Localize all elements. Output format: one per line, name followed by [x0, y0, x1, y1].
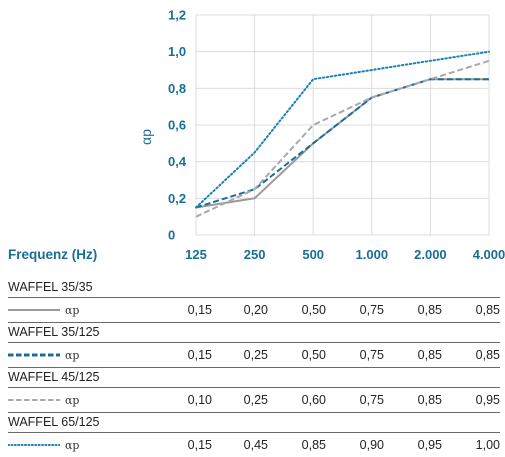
alpha-p-symbol: αp	[65, 438, 80, 452]
legend-item: αp	[8, 343, 79, 367]
table-cell: 0,85	[475, 348, 500, 362]
legend-item: αp	[8, 298, 79, 322]
x-tick-label: 2.000	[414, 247, 447, 262]
series-line-1	[195, 78, 489, 209]
table-cell: 0,15	[187, 303, 212, 317]
table-cell: 0,95	[417, 438, 442, 452]
y-axis-ticks: 0 0,2 0,4 0,6 0,8 1,0 1,2	[168, 8, 187, 243]
table-row: αp 0,15 0,25 0,50 0,75 0,85 0,85	[8, 343, 500, 368]
legend-line-swatch	[8, 399, 60, 401]
table-cell: 0,85	[417, 303, 442, 317]
y-tick-label: 0,6	[168, 118, 186, 133]
y-tick-label: 0,8	[168, 81, 186, 96]
table-cell: 0,90	[359, 438, 384, 452]
table-cell: 1,00	[475, 438, 500, 452]
absorption-chart: 0 0,2 0,4 0,6 0,8 1,0 1,2 125 250 500 1.000 2.000 4…	[8, 8, 505, 263]
table-cell: 0,45	[243, 438, 268, 452]
table-row: αp 0,15 0,20 0,50 0,75 0,85 0,85	[8, 298, 500, 323]
table-cell: 0,15	[187, 348, 212, 362]
table-cell: 0,85	[301, 438, 326, 452]
table-row: αp 0,10 0,25 0,60 0,75 0,85 0,95	[8, 388, 500, 413]
legend-line-swatch	[8, 444, 60, 446]
table-group-title: WAFFEL 35/35	[8, 278, 500, 298]
x-axis-ticks: 125 250 500 1.000 2.000 4.000	[185, 247, 505, 262]
alpha-p-symbol: αp	[65, 348, 80, 362]
table-cell: 0,85	[475, 303, 500, 317]
table-cell: 0,15	[187, 438, 212, 452]
table-cell: 0,25	[243, 348, 268, 362]
x-tick-label: 4.000	[473, 247, 505, 262]
chart-grid	[195, 14, 490, 236]
series-line-2	[195, 78, 489, 209]
table-cell: 0,75	[359, 393, 384, 407]
table-cell: 0,85	[417, 393, 442, 407]
table-row: αp 0,15 0,45 0,85 0,90 0,95 1,00	[8, 433, 500, 457]
x-axis-label: Frequenz (Hz)	[8, 247, 97, 262]
y-axis-label: αp	[138, 129, 154, 145]
series-line-4	[195, 50, 490, 209]
table-group-title: WAFFEL 35/125	[8, 323, 500, 343]
table-cell: 0,25	[243, 393, 268, 407]
legend-line-swatch	[8, 309, 60, 311]
chart-series	[195, 50, 490, 218]
table-cell: 0,95	[475, 393, 500, 407]
table-cell: 0,60	[301, 393, 326, 407]
table-cell: 0,85	[417, 348, 442, 362]
x-tick-label: 125	[185, 247, 207, 262]
table-cell: 0,10	[187, 393, 212, 407]
values-table: WAFFEL 35/35 αp 0,15 0,20 0,50 0,75 0,85 0,85 WA…	[8, 278, 500, 457]
table-cell: 0,75	[359, 348, 384, 362]
table-group-title: WAFFEL 45/125	[8, 368, 500, 388]
legend-line-swatch	[8, 353, 60, 357]
series-line-3	[195, 59, 490, 218]
legend-item: αp	[8, 388, 79, 412]
x-tick-label: 1.000	[356, 247, 389, 262]
table-cell: 0,50	[301, 303, 326, 317]
y-tick-label: 1,0	[168, 44, 186, 59]
table-cell: 0,50	[301, 348, 326, 362]
y-tick-label: 0,4	[168, 154, 187, 169]
x-tick-label: 250	[244, 247, 266, 262]
y-tick-label: 1,2	[168, 8, 186, 23]
alpha-p-symbol: αp	[65, 303, 80, 317]
alpha-p-symbol: αp	[65, 393, 80, 407]
x-tick-label: 500	[302, 247, 324, 262]
y-tick-label: 0	[168, 228, 175, 243]
legend-item: αp	[8, 433, 79, 457]
table-cell: 0,20	[243, 303, 268, 317]
y-tick-label: 0,2	[168, 191, 186, 206]
table-group-title: WAFFEL 65/125	[8, 413, 500, 433]
table-cell: 0,75	[359, 303, 384, 317]
